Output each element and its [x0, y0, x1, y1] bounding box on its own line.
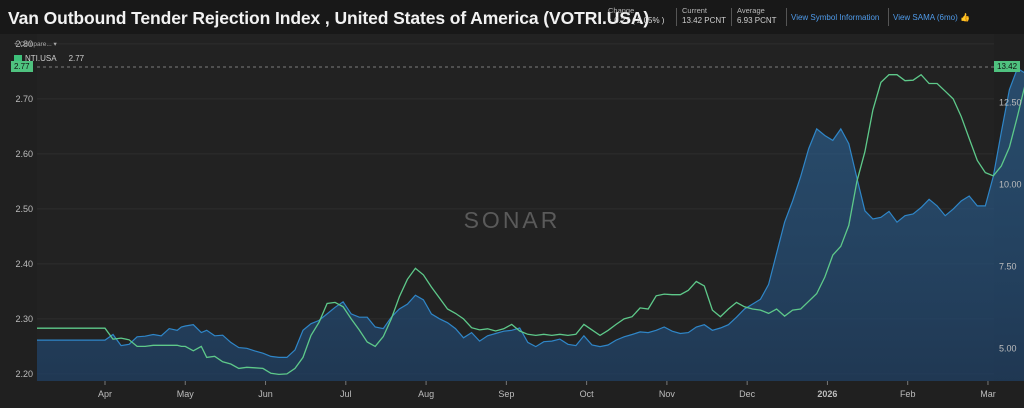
- legend-series-name: NTI.USA: [25, 54, 57, 63]
- right-tick-label: 7.50: [999, 261, 1017, 271]
- left-tick-label: 2.80: [15, 39, 33, 49]
- chart-title: Van Outbound Tender Rejection Index , Un…: [8, 8, 650, 28]
- right-value-tag: 13.42: [994, 61, 1021, 72]
- left-tick-label: 2.30: [15, 314, 33, 324]
- sonar-watermark: SONAR: [464, 207, 561, 233]
- legend-swatch: [14, 54, 22, 63]
- left-tick-label: 2.60: [15, 149, 33, 159]
- header-divider: [676, 8, 677, 26]
- x-tick-label: Aug: [418, 389, 434, 399]
- legend-item-nti[interactable]: NTI.USA 2.77: [14, 54, 84, 63]
- nti-line: [37, 73, 1024, 376]
- change-label: Change: [608, 6, 635, 15]
- x-tick-label: Apr: [98, 389, 112, 399]
- right-tick-label: 12.50: [999, 98, 1022, 108]
- x-tick-label: Feb: [900, 389, 916, 399]
- x-tick-label: Jul: [340, 389, 352, 399]
- change-value: ↑ 0.27 ( 2.05% ): [608, 16, 665, 25]
- left-tick-label: 2.70: [15, 94, 33, 104]
- header-divider: [888, 8, 889, 26]
- x-tick-label: Sep: [498, 389, 514, 399]
- x-axis: Apr May Jun Jul Aug Sep Oct Nov Dec 2026 Feb Mar: [98, 381, 996, 399]
- compare-dropdown[interactable]: + Compare... ▾: [14, 41, 57, 48]
- left-tick-label: 2.20: [15, 369, 33, 379]
- change-stat: Change ↑ 0.27 ( 2.05% ): [608, 6, 664, 26]
- x-tick-label: Jun: [258, 389, 273, 399]
- chart-header: Van Outbound Tender Rejection Index , Un…: [0, 0, 1024, 34]
- view-symbol-info-link[interactable]: View Symbol Information: [791, 13, 880, 22]
- left-tick-label: 2.50: [15, 204, 33, 214]
- legend: + Compare... ▾ NTI.USA 2.77: [14, 40, 84, 63]
- x-tick-label: Nov: [659, 389, 676, 399]
- right-axis: 5.00 7.50 10.00 12.50: [999, 98, 1022, 354]
- current-stat: Current 13.42 PCNT: [682, 6, 726, 26]
- legend-series-value: 2.77: [68, 54, 85, 63]
- header-divider: [786, 8, 787, 26]
- votri-area: [37, 68, 1024, 381]
- x-tick-label: 2026: [817, 389, 837, 399]
- view-sama-link[interactable]: View SAMA (6mo) 👍: [893, 13, 970, 22]
- current-value: 13.42 PCNT: [682, 16, 727, 25]
- average-stat: Average 6.93 PCNT: [737, 6, 777, 26]
- left-axis: 2.20 2.30 2.40 2.50 2.60 2.70 2.80: [15, 39, 33, 379]
- average-label: Average: [737, 6, 765, 15]
- x-tick-label: Oct: [580, 389, 595, 399]
- average-value: 6.93 PCNT: [737, 16, 777, 25]
- x-tick-label: Mar: [980, 389, 996, 399]
- left-tick-label: 2.40: [15, 259, 33, 269]
- current-label: Current: [682, 6, 708, 15]
- thumbs-up-icon: 👍: [960, 13, 970, 22]
- left-value-tag: 2.77: [11, 61, 33, 72]
- votri-line: [37, 67, 1024, 358]
- series-layer: [37, 67, 1024, 381]
- header-divider: [731, 8, 732, 26]
- chart-canvas: SONAR 2.20 2.30 2.40 2.50 2.60 2.70 2.80 5.00 7…: [15, 34, 1024, 399]
- view-sama-label: View SAMA (6mo): [893, 13, 958, 22]
- right-tick-label: 10.00: [999, 180, 1022, 190]
- x-tick-label: May: [177, 389, 195, 399]
- x-tick-label: Dec: [739, 389, 756, 399]
- right-tick-label: 5.00: [999, 343, 1017, 353]
